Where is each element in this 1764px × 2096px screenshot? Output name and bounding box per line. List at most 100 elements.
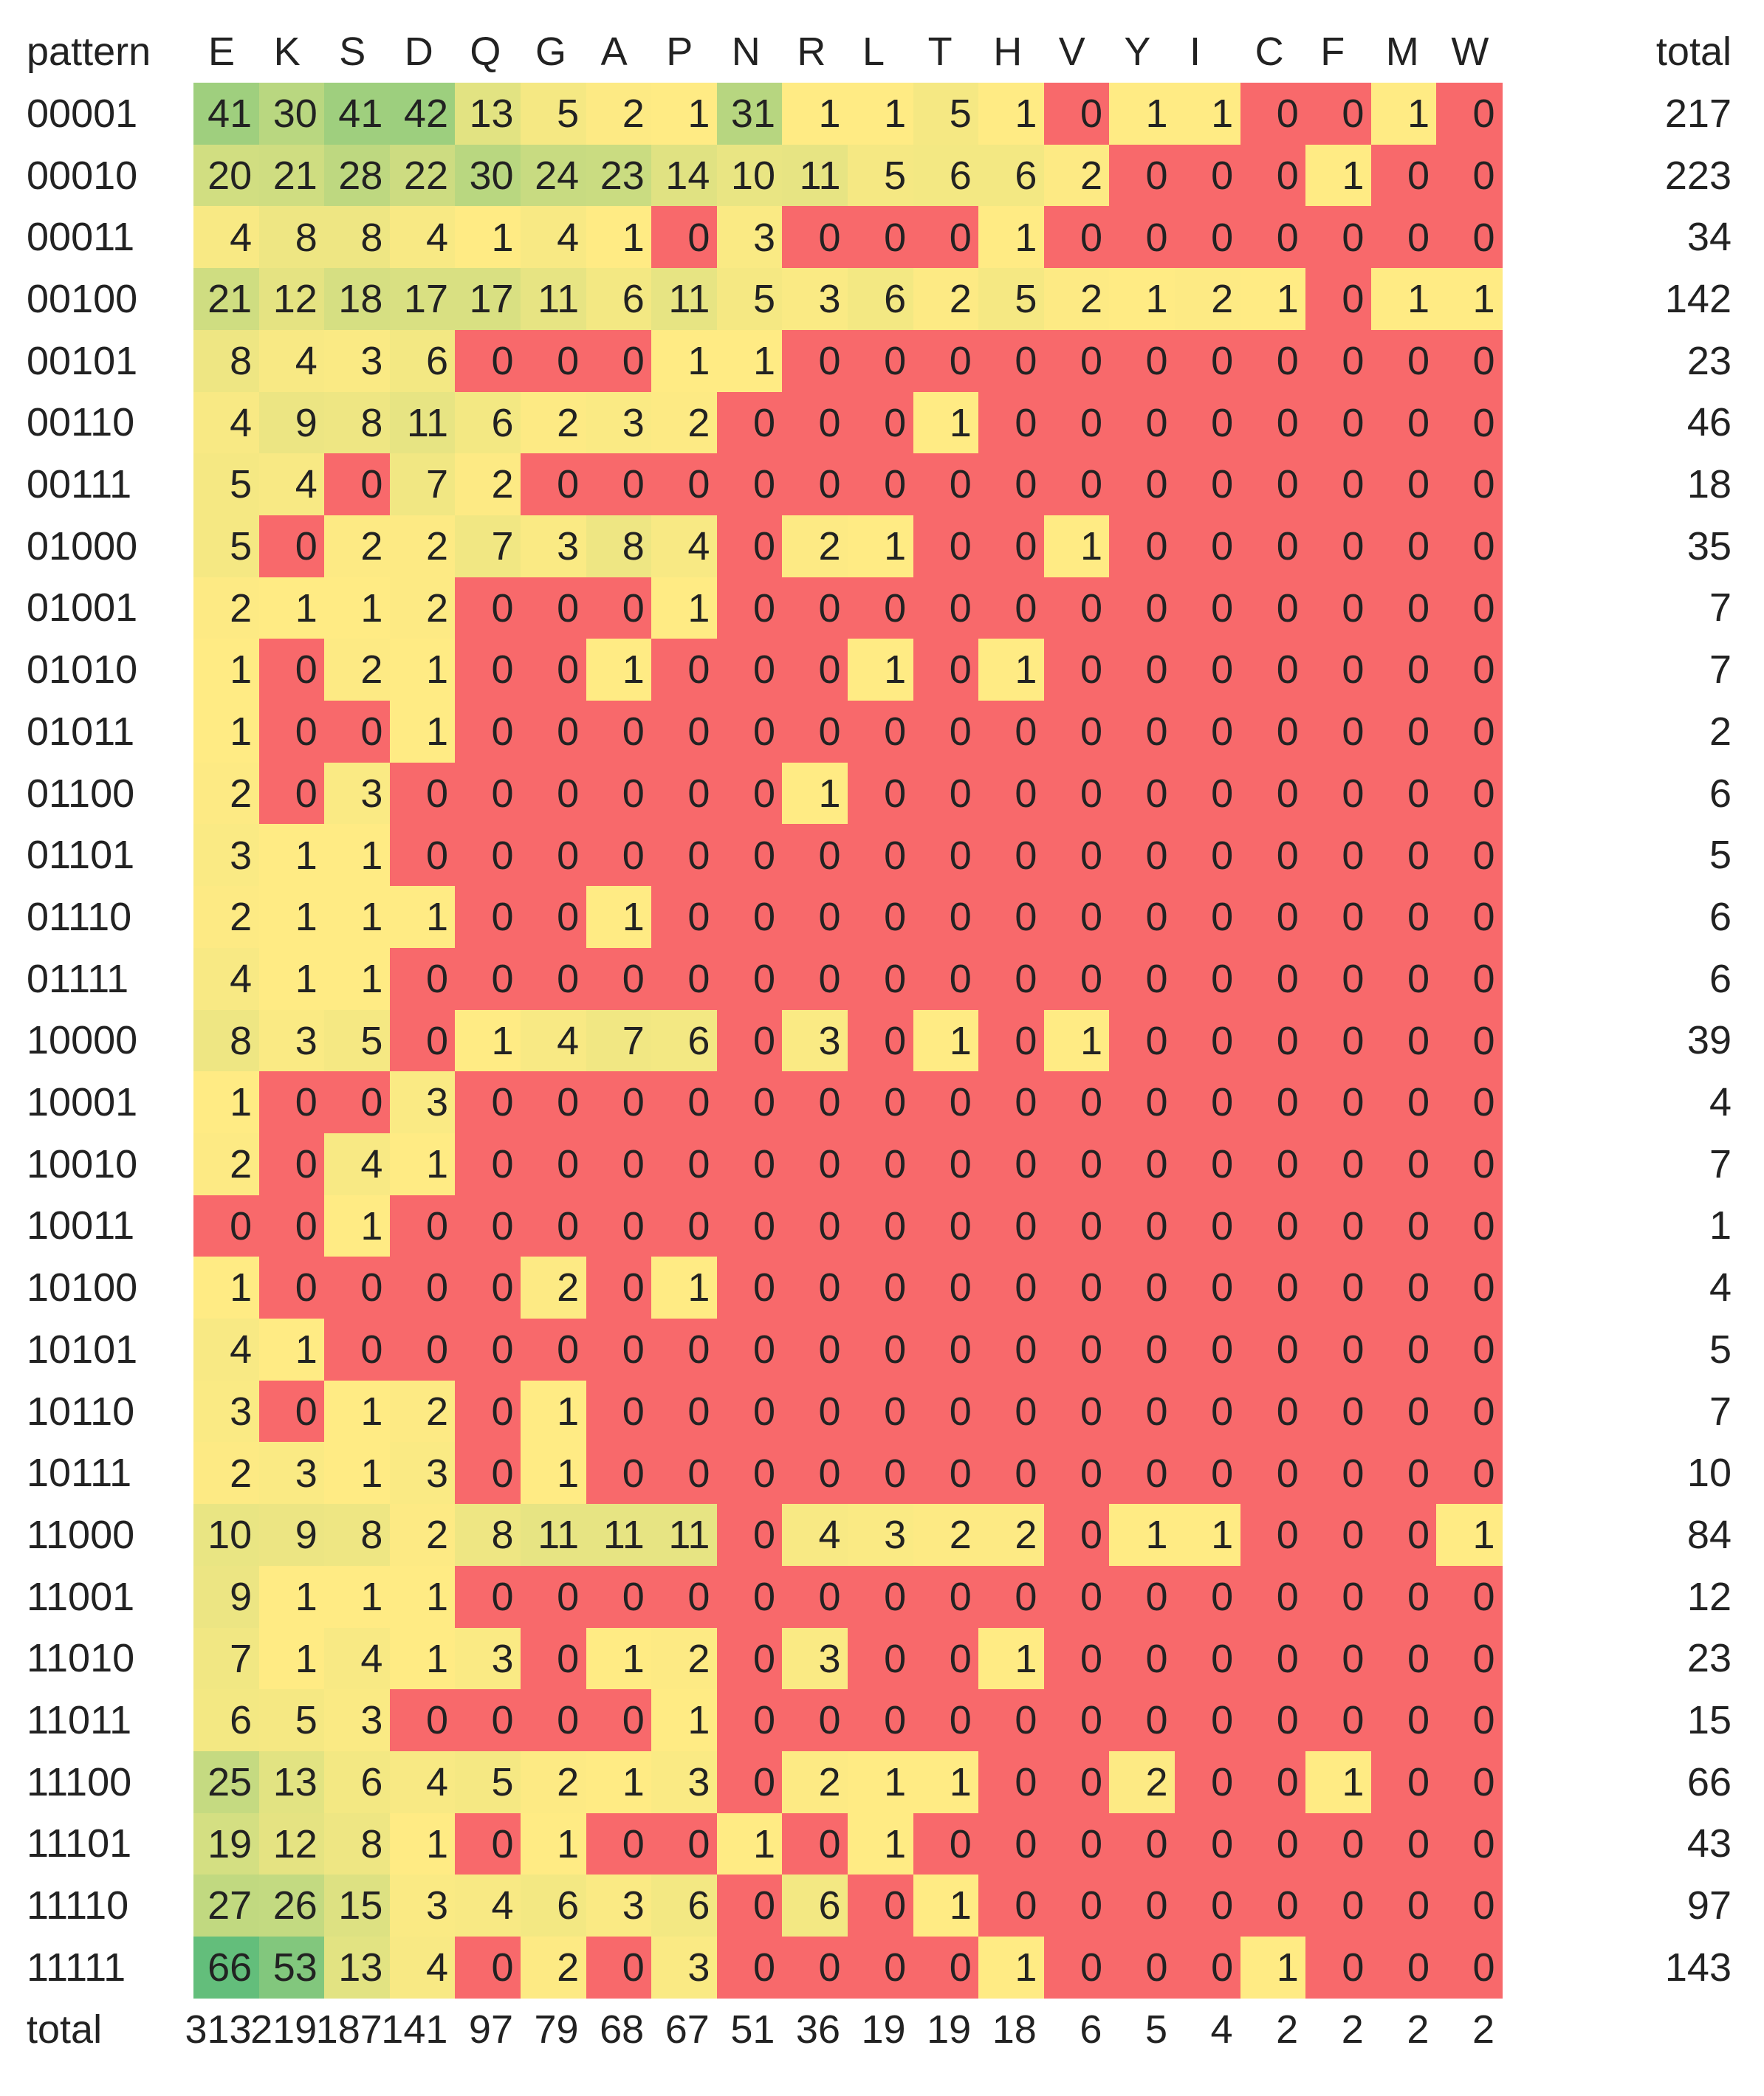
heatmap-cell: 0: [848, 947, 914, 1011]
heatmap-cell: 5: [455, 1750, 521, 1814]
heatmap-cell: 2: [913, 1504, 979, 1567]
row-label: 00011: [27, 215, 135, 260]
row-label: 11111: [27, 1945, 126, 1990]
heatmap-cell: 0: [1305, 1812, 1372, 1875]
heatmap-cell: 1: [258, 577, 325, 639]
heatmap-cell: 1: [193, 1257, 260, 1319]
heatmap-cell: 0: [1043, 83, 1110, 145]
heatmap-cell: 3: [521, 515, 587, 578]
heatmap-cell: 0: [1175, 1133, 1241, 1196]
heatmap-cell: 0: [1370, 1627, 1437, 1690]
heatmap-cell: 0: [848, 1565, 914, 1629]
heatmap-cell: 0: [1175, 1009, 1241, 1072]
heatmap-cell: 0: [521, 824, 587, 887]
heatmap-cell: 11: [782, 144, 848, 207]
heatmap-cell: 0: [1305, 1937, 1372, 1999]
column-label: Q: [470, 30, 501, 75]
row-label: 00101: [27, 338, 138, 383]
heatmap-cell: 0: [1436, 577, 1503, 639]
heatmap-cell: 4: [193, 1319, 260, 1381]
heatmap-cell: 0: [1370, 1812, 1437, 1875]
row-total: 7: [1709, 647, 1732, 693]
heatmap-cell: 0: [1043, 1627, 1110, 1690]
heatmap-cell: 8: [193, 329, 260, 393]
heatmap-cell: 0: [455, 1380, 521, 1443]
heatmap-cell: 12: [258, 268, 325, 331]
heatmap-cell: 1: [258, 824, 325, 887]
heatmap-cell: 0: [586, 1133, 652, 1196]
heatmap-cell: 5: [521, 83, 587, 145]
heatmap-cell: 0: [782, 639, 848, 701]
heatmap-cell: 4: [193, 206, 260, 269]
heatmap-cell: 0: [1240, 701, 1306, 763]
column-total: 51: [730, 2007, 775, 2052]
heatmap-cell: 0: [1370, 762, 1437, 825]
heatmap-cell: 0: [1436, 701, 1503, 763]
heatmap-cell: 0: [1305, 83, 1372, 145]
heatmap-cell: 0: [848, 1442, 914, 1505]
heatmap-cell: 30: [258, 83, 325, 145]
heatmap-cell: 0: [913, 577, 979, 639]
heatmap-cell: 0: [1240, 515, 1306, 578]
heatmap-cell: 4: [389, 206, 456, 269]
heatmap-cell: 0: [1240, 1689, 1306, 1752]
heatmap-cell: 0: [1305, 1380, 1372, 1443]
heatmap-cell: 0: [1175, 144, 1241, 207]
heatmap-cell: 0: [521, 762, 587, 825]
row-total: 18: [1686, 462, 1732, 507]
heatmap-cell: 0: [978, 1133, 1045, 1196]
heatmap-cell: 0: [1175, 1380, 1241, 1443]
column-total: 5: [1144, 2007, 1167, 2052]
heatmap-cell: 0: [1043, 762, 1110, 825]
heatmap-cell: 0: [1370, 391, 1437, 454]
heatmap-cell: 1: [258, 1319, 325, 1381]
heatmap-cell: 0: [913, 947, 979, 1011]
heatmap-cell: 0: [1109, 824, 1176, 887]
heatmap-cell: 0: [978, 762, 1045, 825]
heatmap-cell: 0: [848, 206, 914, 269]
heatmap-cell: 6: [978, 144, 1045, 207]
row-label: 11010: [27, 1636, 135, 1681]
heatmap-cell: 0: [455, 1071, 521, 1134]
heatmap-cell: 2: [1043, 144, 1110, 207]
heatmap-cell: 8: [324, 1812, 391, 1875]
heatmap-cell: 1: [389, 1133, 456, 1196]
heatmap-cell: 0: [1370, 206, 1437, 269]
row-total: 6: [1709, 956, 1732, 1001]
row-total: 5: [1709, 1327, 1732, 1372]
column-label: H: [993, 30, 1023, 75]
heatmap-cell: 0: [651, 886, 718, 949]
heatmap-cell: 0: [1436, 824, 1503, 887]
row-label: 00001: [27, 91, 138, 136]
heatmap-cell: 4: [389, 1937, 456, 1999]
heatmap-cell: 0: [716, 1627, 783, 1690]
row-total: 5: [1709, 833, 1732, 878]
heatmap-cell: 0: [258, 1133, 325, 1196]
heatmap-cell: 0: [586, 1380, 652, 1443]
heatmap-cell: 2: [651, 391, 718, 454]
column-label: F: [1320, 30, 1345, 75]
heatmap-cell: 6: [651, 1875, 718, 1937]
heatmap-cell: 2: [389, 577, 456, 639]
heatmap-cell: 11: [651, 268, 718, 331]
heatmap-cell: 13: [258, 1750, 325, 1814]
heatmap-cell: 0: [455, 1133, 521, 1196]
heatmap-cell: 0: [651, 1565, 718, 1629]
heatmap-cell: 0: [389, 947, 456, 1011]
heatmap-cell: 0: [1370, 947, 1437, 1011]
heatmap-cell: 0: [455, 824, 521, 887]
heatmap-cell: 0: [521, 1627, 587, 1690]
heatmap-cell: 0: [1370, 1504, 1437, 1567]
column-total: 187: [315, 2007, 382, 2052]
heatmap-cell: 0: [521, 1133, 587, 1196]
heatmap-cell: 8: [324, 1504, 391, 1567]
heatmap-cell: 42: [389, 83, 456, 145]
heatmap-cell: 0: [978, 329, 1045, 393]
heatmap-cell: 0: [716, 577, 783, 639]
heatmap-cell: 13: [455, 83, 521, 145]
heatmap-cell: 1: [978, 206, 1045, 269]
heatmap-cell: 0: [782, 1319, 848, 1381]
heatmap-cell: 26: [258, 1875, 325, 1937]
heatmap-cell: 14: [651, 144, 718, 207]
heatmap-cell: 0: [913, 1195, 979, 1257]
